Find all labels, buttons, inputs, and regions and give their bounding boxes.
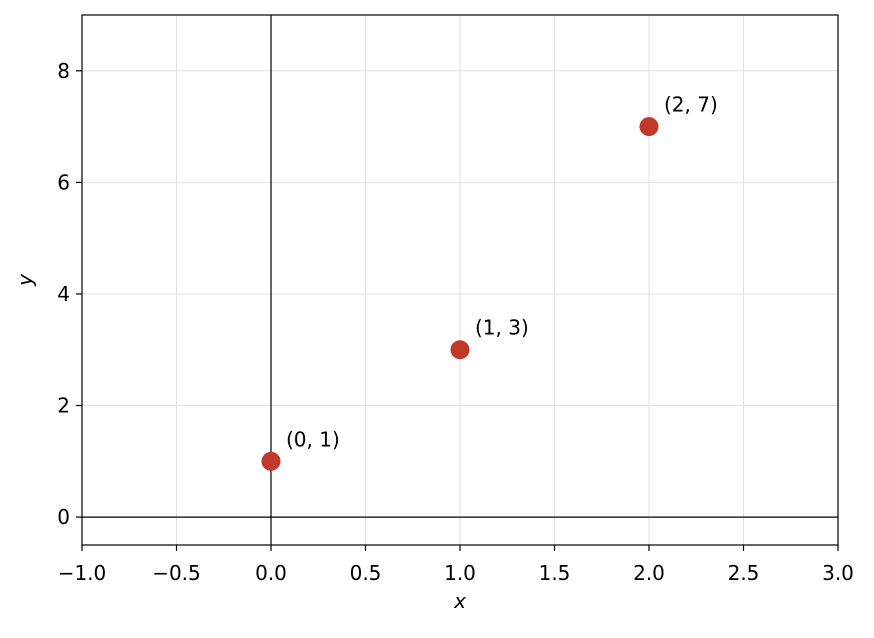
x-tick-label: 0.0 bbox=[255, 561, 287, 585]
point bbox=[261, 451, 281, 471]
point bbox=[639, 117, 659, 137]
point bbox=[450, 340, 470, 360]
y-tick-label: 4 bbox=[57, 282, 70, 306]
y-tick-label: 8 bbox=[57, 59, 70, 83]
x-tick-label: −0.5 bbox=[152, 561, 201, 585]
x-tick-label: 0.5 bbox=[350, 561, 382, 585]
y-axis-label: y bbox=[13, 273, 37, 287]
x-tick-label: 1.5 bbox=[539, 561, 571, 585]
x-tick-label: 2.0 bbox=[633, 561, 665, 585]
y-tick-label: 0 bbox=[57, 505, 70, 529]
x-tick-label: 2.5 bbox=[728, 561, 760, 585]
x-tick-label: 1.0 bbox=[444, 561, 476, 585]
point-label: (0, 1) bbox=[286, 427, 340, 451]
y-tick-label: 2 bbox=[57, 394, 70, 418]
x-tick-label: 3.0 bbox=[822, 561, 854, 585]
point-label: (1, 3) bbox=[475, 316, 529, 340]
x-axis-label: x bbox=[453, 589, 466, 613]
x-tick-label: −1.0 bbox=[58, 561, 107, 585]
y-tick-label: 6 bbox=[57, 170, 70, 194]
point-label: (2, 7) bbox=[664, 93, 718, 117]
plot-frame bbox=[81, 14, 839, 546]
